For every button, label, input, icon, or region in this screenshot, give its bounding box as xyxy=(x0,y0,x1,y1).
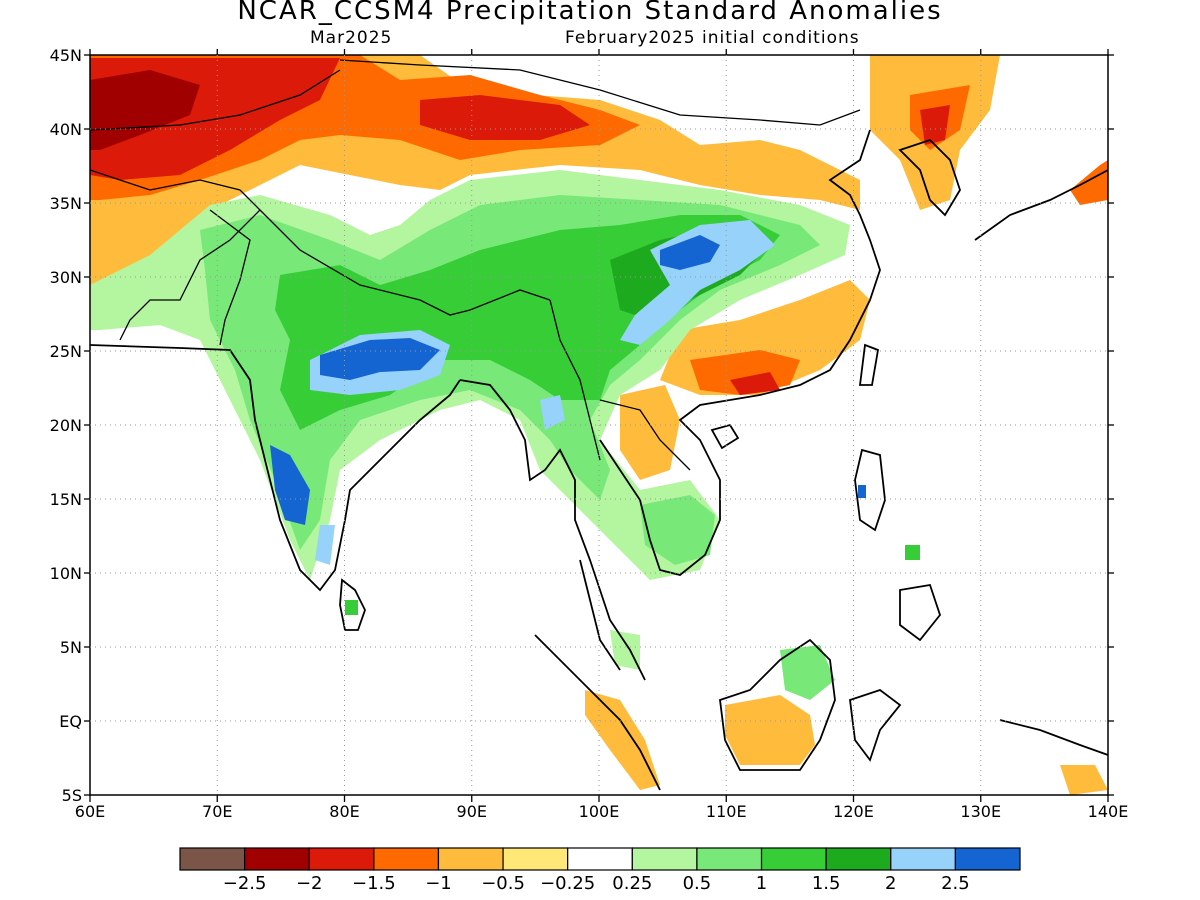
colorbar-label: −0.25 xyxy=(540,873,595,894)
wet-region-blue-china xyxy=(660,235,720,270)
border-himalaya xyxy=(259,209,551,316)
colorbar-swatch xyxy=(373,847,440,871)
y-tick-label: 25N xyxy=(50,342,82,361)
colorbar-swatch xyxy=(760,847,827,871)
colorbar-label: 2.5 xyxy=(941,873,970,894)
wet-region-lightblue-ghats xyxy=(315,525,335,565)
map-title: NCAR_CCSM4 Precipitation Standard Anomal… xyxy=(237,0,943,26)
x-tick-label: 120E xyxy=(833,802,874,821)
dry-region-sumatra xyxy=(585,690,660,790)
x-tick-label: 80E xyxy=(329,802,359,821)
border-kazakh xyxy=(90,69,341,131)
dry-region-korea-red xyxy=(920,105,950,145)
y-tick-label: 45N xyxy=(50,46,82,65)
y-tick-label: 15N xyxy=(50,490,82,509)
x-tick-label: 60E xyxy=(75,802,105,821)
coast-sumatra xyxy=(534,634,661,791)
anomaly-fields xyxy=(90,55,1108,795)
coast-indochina xyxy=(599,399,731,576)
dry-region-guangdong xyxy=(730,372,780,395)
coast-china xyxy=(729,129,881,401)
colorbar-label: 2 xyxy=(885,873,896,894)
coast-philippines-luzon xyxy=(854,448,886,532)
y-tick-label: 35N xyxy=(50,194,82,213)
wet-region-blue-ghats xyxy=(270,445,310,525)
colorbar-label: −2 xyxy=(296,873,323,894)
colorbar-label: −1.5 xyxy=(352,873,396,894)
colorbar-label: 1.5 xyxy=(812,873,841,894)
border-pakistan-india xyxy=(209,209,251,346)
y-tick-label: 30N xyxy=(50,268,82,287)
wet-region-blue-india xyxy=(320,338,440,380)
coast-borneo xyxy=(719,638,836,771)
y-tick-label: 20N xyxy=(50,416,82,435)
x-tick-label: 70E xyxy=(202,802,232,821)
colorbar-swatch xyxy=(696,847,763,871)
dry-region-red-tibet xyxy=(420,95,590,140)
y-tick-label: 5N xyxy=(60,638,82,657)
x-tick-label: 140E xyxy=(1088,802,1129,821)
x-tick-label: 90E xyxy=(457,802,487,821)
y-tick-label: 5S xyxy=(62,786,82,805)
dry-region-darkred xyxy=(90,70,200,150)
initial-conditions-label: February2025 initial conditions xyxy=(565,28,860,48)
colorbar-swatch xyxy=(825,847,892,871)
coast-srilanka xyxy=(339,578,366,631)
colorbar-label: −2.5 xyxy=(223,873,267,894)
y-tick-label: EQ xyxy=(59,712,82,731)
wet-region-borneo-green xyxy=(780,645,835,700)
wet-region-myanmar-blue xyxy=(540,395,565,430)
wet-region-lightblue-china xyxy=(620,220,775,345)
colorbar-swatch xyxy=(437,847,504,871)
x-tick-label: 110E xyxy=(706,802,747,821)
coast-japan xyxy=(974,169,1108,241)
colorbar-label: 1 xyxy=(756,873,767,894)
colorbar-label: 0.25 xyxy=(612,873,652,894)
x-tick-label: 100E xyxy=(579,802,620,821)
coast-malay xyxy=(579,559,621,671)
coast-philippines-mindanao xyxy=(899,583,942,642)
dry-region-new-guinea xyxy=(1060,765,1108,795)
wet-region-cambodia xyxy=(640,495,715,565)
colorbar-swatch xyxy=(308,847,375,871)
forecast-month: Mar2025 xyxy=(310,28,393,48)
colorbar-swatch xyxy=(179,847,246,871)
colorbar-label: 0.5 xyxy=(683,873,712,894)
colorbar-swatch xyxy=(890,847,956,871)
border-central-asia xyxy=(90,169,261,341)
dry-region-borneo xyxy=(725,695,815,765)
wet-region-srilanka xyxy=(345,600,358,615)
border-myanmar xyxy=(549,299,601,461)
colorbar-swatch xyxy=(502,847,569,871)
coast-taiwan xyxy=(858,343,880,386)
country-borders xyxy=(90,59,861,471)
latitude-axis: 45N 40N 35N 30N 25N 20N 15N 10N 5N EQ 5S xyxy=(50,46,1114,805)
colorbar: −2.5 −2 −1.5 −1 −0.5 −0.25 0.25 0.5 1 1.5 2 2.5 xyxy=(179,847,1021,894)
wet-region-philippines xyxy=(905,545,920,560)
coast-bay-of-bengal xyxy=(459,379,646,681)
gridlines xyxy=(90,55,1108,795)
dry-region-japan xyxy=(1070,160,1108,205)
colorbar-swatch xyxy=(244,847,310,871)
colorbar-swatch xyxy=(567,847,633,871)
coast-korea xyxy=(898,138,961,217)
coastlines xyxy=(90,129,1108,791)
longitude-axis: 60E 70E 80E 90E 100E 110E 120E 130E 140E xyxy=(75,49,1129,821)
coast-india xyxy=(90,344,461,592)
x-tick-label: 130E xyxy=(960,802,1001,821)
border-mongolia xyxy=(339,59,861,126)
coast-sulawesi xyxy=(849,688,902,762)
coast-hainan xyxy=(710,423,740,450)
colorbar-label: −1 xyxy=(425,873,452,894)
colorbar-swatch xyxy=(631,847,698,871)
y-tick-label: 10N xyxy=(50,564,82,583)
colorbar-swatch xyxy=(954,847,1021,871)
colorbar-label: −0.5 xyxy=(481,873,525,894)
coast-new-guinea xyxy=(999,719,1108,756)
wet-region-sumatra-green xyxy=(610,630,640,670)
y-tick-label: 40N xyxy=(50,120,82,139)
wet-region-philippines-blue xyxy=(858,485,866,498)
